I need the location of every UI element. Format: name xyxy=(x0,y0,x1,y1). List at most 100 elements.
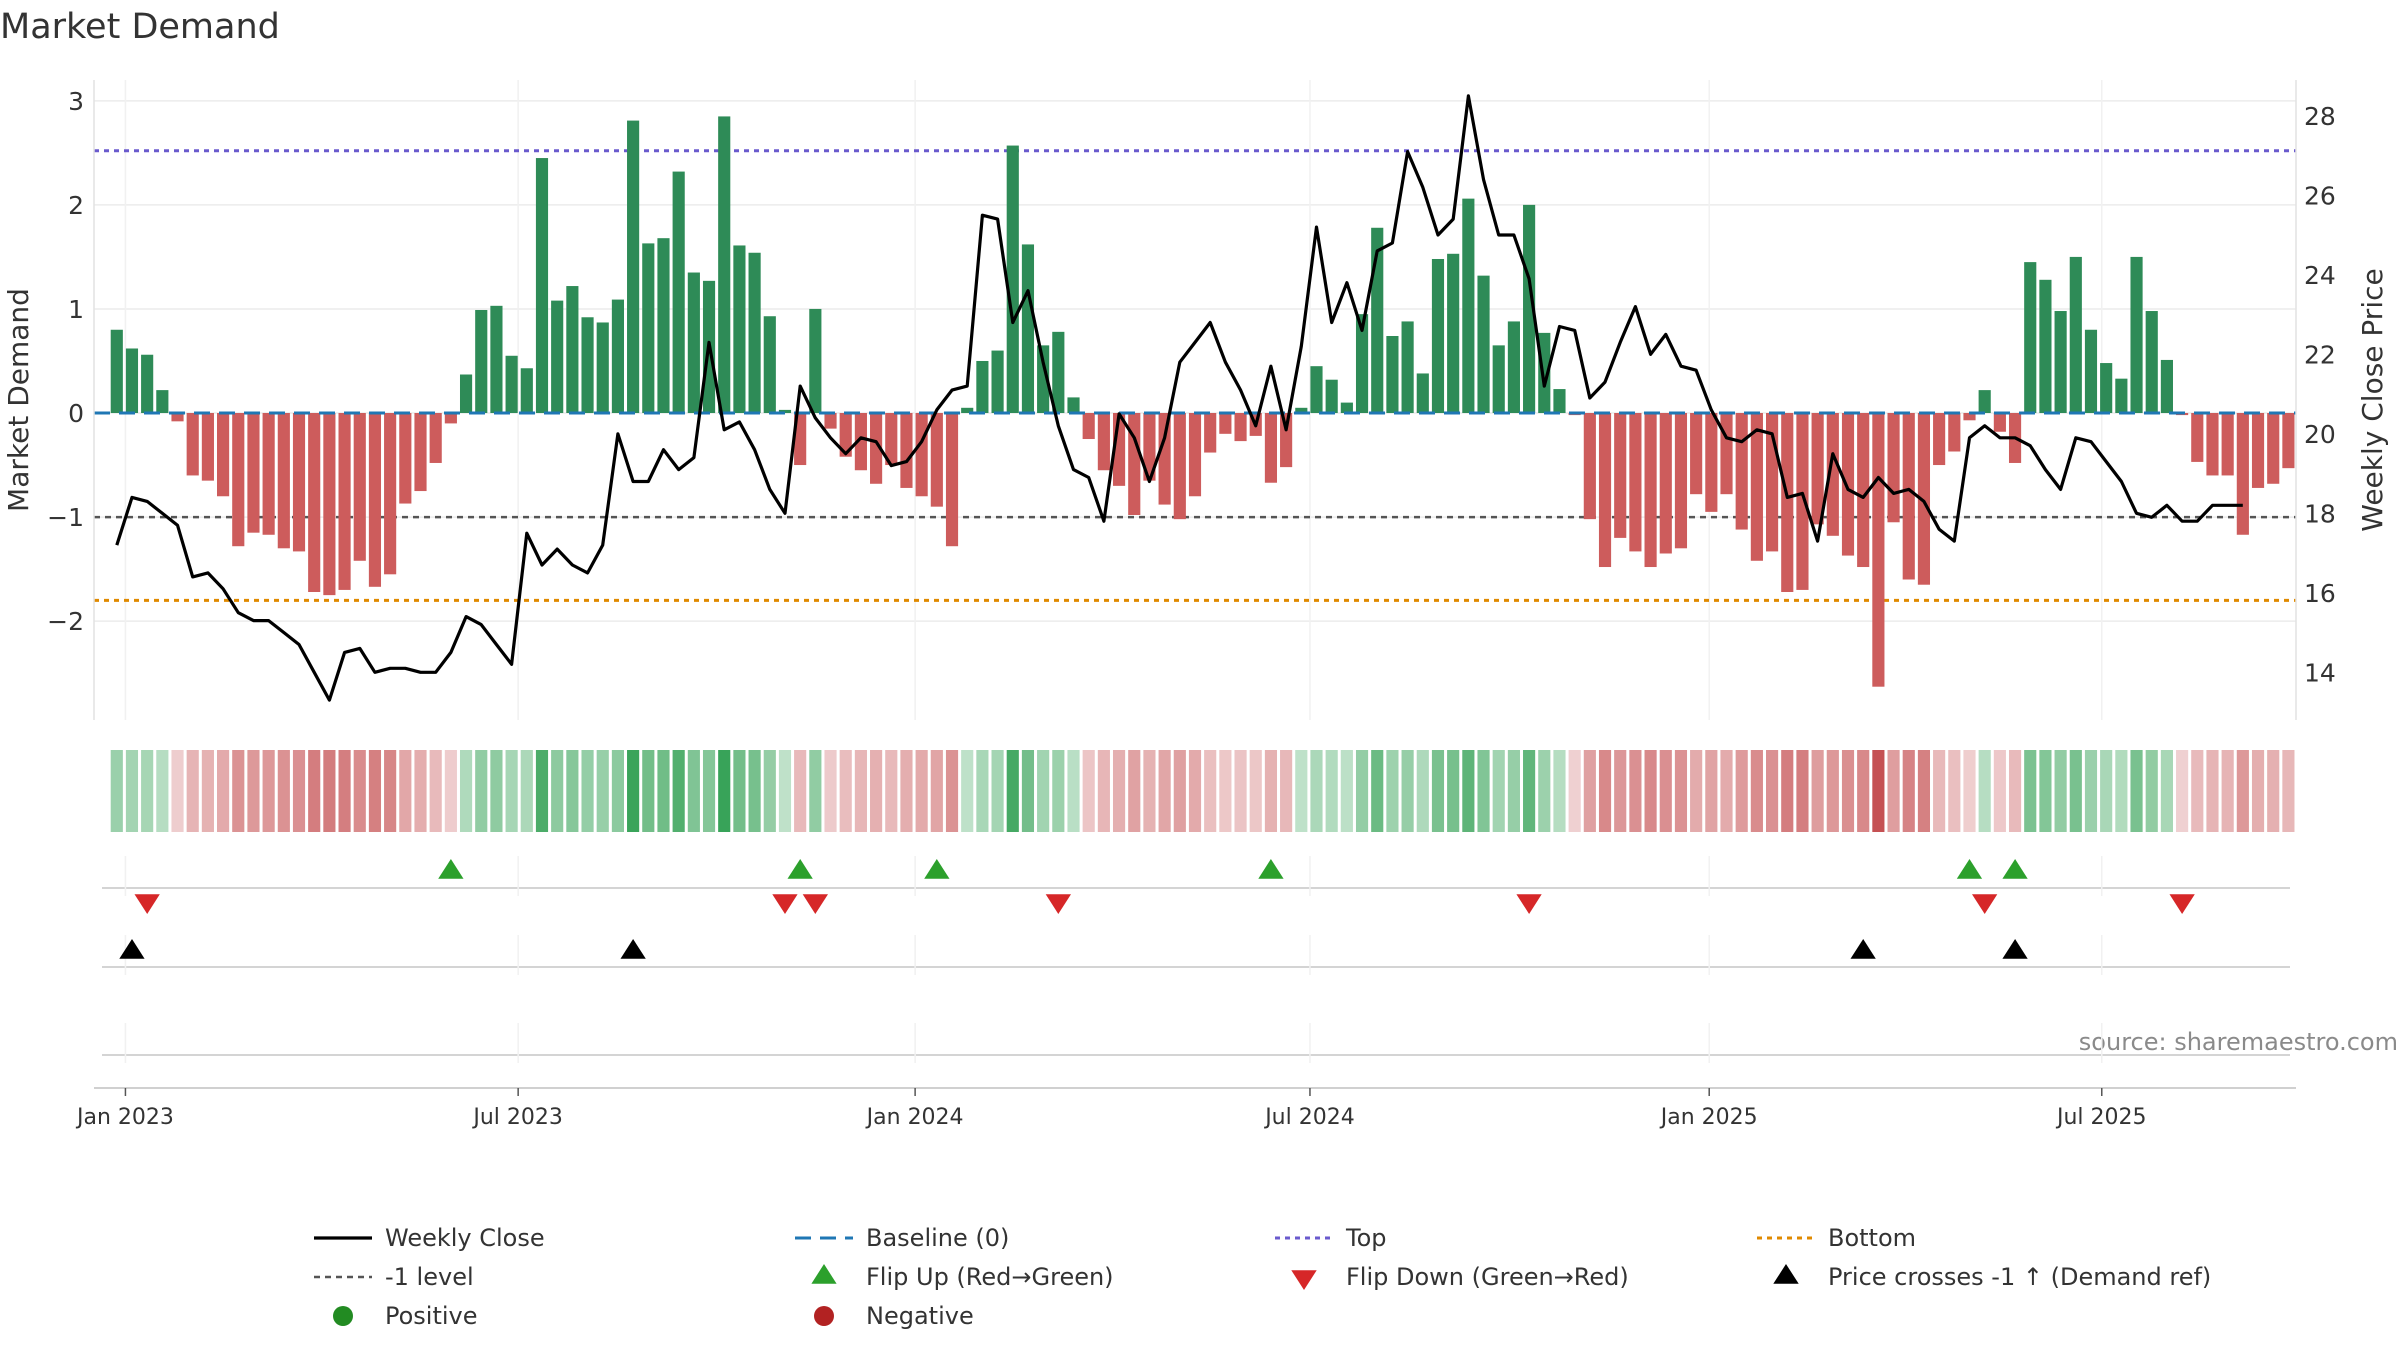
heat-strip-cell xyxy=(778,750,792,832)
demand-bar xyxy=(748,252,761,414)
heat-strip-cell xyxy=(627,750,640,832)
heat-strip-cell xyxy=(1568,750,1581,832)
heat-strip-cell xyxy=(247,750,260,832)
heat-strip-cell xyxy=(232,750,245,832)
demand-bar xyxy=(444,413,457,424)
heat-strip-cell xyxy=(763,750,776,832)
y-right-tick-label: 14 xyxy=(2304,658,2336,687)
demand-bar xyxy=(1963,413,1976,421)
x-tick-label: Jul 2023 xyxy=(471,1105,563,1130)
heat-strip-cell xyxy=(1280,750,1293,832)
flip-up-marker xyxy=(1258,859,1284,879)
demand-bar xyxy=(429,413,442,463)
heat-strip-cell xyxy=(961,750,974,832)
demand-bar xyxy=(535,158,549,414)
demand-bar xyxy=(1826,413,1839,536)
x-tick-label: Jan 2024 xyxy=(865,1105,964,1130)
demand-bar xyxy=(1295,407,1308,414)
legend-label: Flip Down (Green→Red) xyxy=(1346,1263,1629,1291)
heat-strip-cell xyxy=(1598,750,1612,832)
heat-strip-cell xyxy=(429,750,442,832)
flip-up-marker xyxy=(1956,859,1983,879)
heat-strip-cell xyxy=(1978,750,1991,832)
demand-bar xyxy=(323,413,336,596)
heat-strip-cell xyxy=(1340,750,1353,832)
demand-bar xyxy=(171,413,184,422)
demand-bar xyxy=(1462,198,1475,414)
flip-down-marker xyxy=(772,894,798,914)
demand-bar xyxy=(809,308,822,414)
demand-bar xyxy=(232,413,245,547)
flip-up-marker xyxy=(924,859,950,879)
demand-bar xyxy=(338,413,351,590)
heat-strip-cell xyxy=(611,750,624,832)
demand-bar xyxy=(672,171,685,414)
heat-strip-cell xyxy=(323,750,336,832)
demand-bar xyxy=(1310,366,1323,414)
axes: 3 2 1 0 −1 −2 28 26 24 22 20 18 16 14 xyxy=(47,80,2336,720)
heat-strip-cell xyxy=(171,750,184,832)
demand-bar xyxy=(308,413,321,592)
y-right-tick-label: 28 xyxy=(2304,102,2336,131)
demand-bar xyxy=(854,413,867,471)
heat-strip-cell xyxy=(141,750,154,832)
flip-down-marker xyxy=(2169,894,2195,914)
heat-strip-cell xyxy=(1082,750,1095,832)
legend-item-weekly-close: Weekly Close xyxy=(314,1224,545,1252)
demand-bar xyxy=(277,413,290,549)
demand-bar xyxy=(475,309,488,414)
demand-bar xyxy=(1447,253,1460,414)
demand-bar xyxy=(2069,256,2082,414)
heat-strip-cell xyxy=(414,750,427,832)
heat-strip-cell xyxy=(1750,750,1763,832)
heat-strip-cell xyxy=(1553,750,1566,832)
heat-strip-cell xyxy=(2115,750,2128,832)
flip-up-marker xyxy=(787,859,813,879)
demand-bar xyxy=(1614,413,1627,538)
heat-strip-cell xyxy=(581,750,594,832)
demand-bar xyxy=(687,272,700,414)
heat-strip-cell xyxy=(277,750,290,832)
demand-bar xyxy=(1355,314,1369,414)
demand-bar xyxy=(2084,329,2098,414)
demand-bar xyxy=(1340,402,1353,414)
heat-strip-cell xyxy=(368,750,382,832)
heat-strip-cell xyxy=(672,750,685,832)
demand-bar xyxy=(1173,413,1186,520)
heat-strip-cell xyxy=(2191,750,2204,832)
heat-strip-cell xyxy=(2221,750,2234,832)
demand-bar xyxy=(1477,275,1490,414)
heat-strip-cell xyxy=(1887,750,1900,832)
demand-bar xyxy=(1158,413,1171,505)
demand-bar xyxy=(1234,413,1247,442)
legend-swatch xyxy=(811,1264,837,1284)
heat-strip-cell xyxy=(535,750,549,832)
demand-bar xyxy=(733,245,746,414)
demand-bar xyxy=(566,286,579,414)
demand-bar xyxy=(1872,413,1885,687)
heat-strip-cell xyxy=(2145,750,2158,832)
demand-bar xyxy=(1325,379,1338,414)
heat-strip-cell xyxy=(885,750,898,832)
x-tick-label: Jan 2025 xyxy=(1659,1105,1758,1130)
y-left-tick-label: 0 xyxy=(68,399,84,428)
heat-strip-cell xyxy=(1705,750,1718,832)
legend-label: Positive xyxy=(385,1302,478,1330)
demand-bar xyxy=(1933,413,1946,466)
demand-bar xyxy=(1629,413,1642,552)
heat-strip-cell xyxy=(1917,750,1931,832)
legend-item-flip-up: Flip Up (Red→Green) xyxy=(811,1263,1114,1291)
heat-strip-cell xyxy=(976,750,989,832)
heat-strip-cell xyxy=(125,750,139,832)
heat-strip-cell xyxy=(1219,750,1232,832)
demand-bar xyxy=(1037,345,1050,414)
demand-bar xyxy=(1553,389,1566,414)
heat-strip-cell xyxy=(1492,750,1505,832)
legend-label: -1 level xyxy=(385,1263,474,1291)
heat-strip-cell xyxy=(1674,750,1688,832)
legend-label: Baseline (0) xyxy=(866,1224,1009,1252)
demand-bar xyxy=(1082,413,1095,440)
heat-strip-cell xyxy=(1720,750,1733,832)
demand-bar xyxy=(2100,363,2113,414)
demand-bar xyxy=(930,413,943,507)
